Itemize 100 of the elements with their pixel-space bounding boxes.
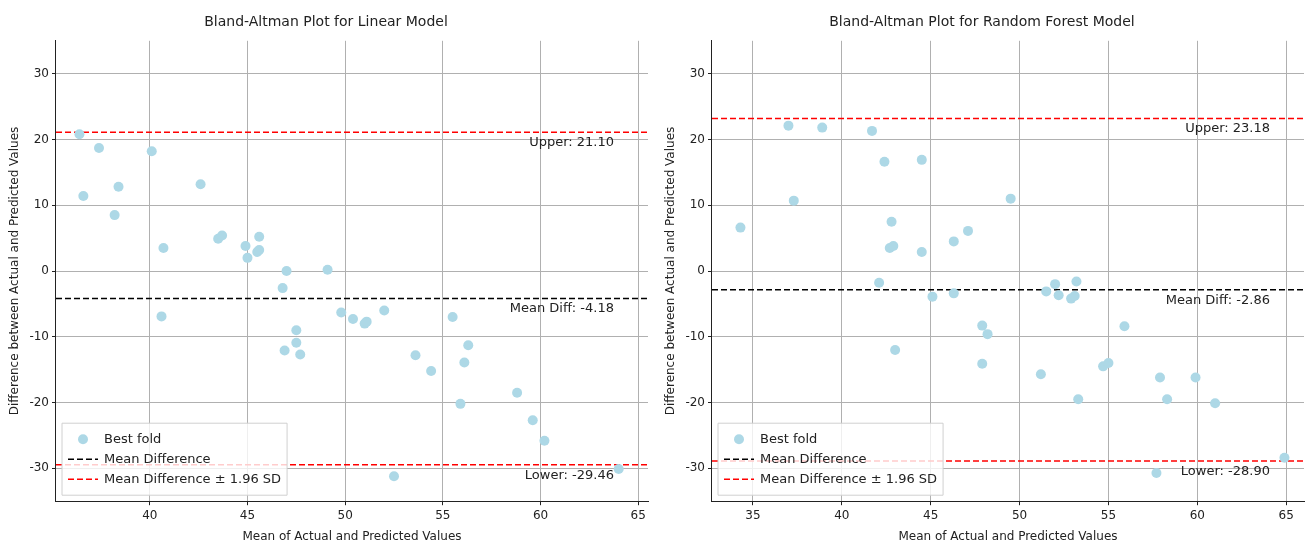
legend-label: Mean Difference ± 1.96 SD <box>760 470 938 486</box>
x-tick-label: 40 <box>142 507 158 522</box>
y-tick-label: -10 <box>685 328 705 343</box>
point <box>867 125 877 136</box>
y-tick-label: -20 <box>685 394 705 409</box>
y-tick-label: -20 <box>29 394 49 409</box>
point <box>1073 394 1084 405</box>
point <box>78 191 89 202</box>
point <box>1005 193 1016 204</box>
point <box>379 305 390 316</box>
point <box>817 122 828 133</box>
point <box>109 210 120 221</box>
point <box>156 311 167 322</box>
point <box>888 241 899 252</box>
x-tick-label: 45 <box>239 507 256 522</box>
point <box>1035 369 1046 380</box>
x-tick-label: 40 <box>834 507 850 522</box>
point <box>254 231 265 242</box>
point <box>879 156 890 167</box>
point <box>1041 286 1052 297</box>
point <box>927 291 938 302</box>
point <box>146 146 157 157</box>
point <box>447 312 458 323</box>
y-tick-label: 10 <box>689 197 705 212</box>
point <box>295 349 306 360</box>
point <box>874 277 885 288</box>
y-tick-label: 20 <box>689 131 705 146</box>
x-tick-label: 55 <box>1100 507 1117 522</box>
point <box>982 329 993 340</box>
point <box>389 471 400 482</box>
y-tick-label: 10 <box>33 197 49 212</box>
point <box>1190 372 1201 383</box>
x-tick-label: 60 <box>532 507 549 522</box>
point <box>281 266 292 276</box>
point <box>1103 358 1114 369</box>
point <box>217 230 228 241</box>
point <box>242 252 253 263</box>
y-axis-title: Difference between Actual and Predicted Values <box>663 126 678 416</box>
legend-label: Mean Difference <box>104 450 211 466</box>
point <box>977 320 988 331</box>
x-tick-label: 50 <box>1011 507 1028 522</box>
point <box>426 365 437 376</box>
point <box>916 154 927 165</box>
point <box>158 242 169 253</box>
point <box>977 358 988 369</box>
point <box>195 179 206 190</box>
x-tick-label: 50 <box>337 507 353 522</box>
annotation: Mean Diff: -2.86 <box>1165 291 1270 307</box>
point <box>322 264 333 275</box>
point <box>1151 467 1162 478</box>
point <box>886 216 897 227</box>
y-tick-label: 30 <box>33 65 49 80</box>
point <box>735 222 746 233</box>
point <box>963 225 973 236</box>
y-tick-label: 0 <box>41 263 49 278</box>
y-tick-label: -10 <box>29 328 49 343</box>
x-tick-label: 65 <box>630 507 646 522</box>
legend-label: Best fold <box>104 430 162 446</box>
point <box>1053 290 1064 301</box>
y-tick-label: 20 <box>33 131 49 146</box>
point <box>916 246 927 257</box>
point <box>1155 372 1165 383</box>
point <box>948 236 959 247</box>
point <box>410 350 421 361</box>
point <box>613 463 624 474</box>
point <box>788 195 799 206</box>
point <box>1119 321 1130 332</box>
legend-label: Mean Difference ± 1.96 SD <box>104 470 282 486</box>
annotation: Upper: 21.10 <box>529 134 614 150</box>
y-tick-label: 0 <box>697 263 705 278</box>
x-tick-label: 65 <box>1278 507 1294 522</box>
annotation: Lower: -29.46 <box>524 466 614 482</box>
y-tick-label: -30 <box>29 460 49 475</box>
point <box>240 241 251 252</box>
point <box>459 357 470 368</box>
x-tick-label: 35 <box>745 507 761 522</box>
annotation: Mean Diff: -4.18 <box>509 300 614 316</box>
point <box>539 435 550 446</box>
point <box>74 129 85 140</box>
point <box>336 307 347 318</box>
annotation: Lower: -28.90 <box>1180 462 1270 478</box>
x-tick-label: 60 <box>1189 507 1205 522</box>
chart-title: Bland-Altman Plot for Random Forest Model <box>829 13 1135 30</box>
point <box>291 337 302 348</box>
x-axis-title: Mean of Actual and Predicted Values <box>242 528 462 543</box>
point <box>512 387 523 398</box>
point <box>1071 276 1082 287</box>
point <box>948 288 959 299</box>
point <box>279 345 290 356</box>
point <box>527 415 538 426</box>
point <box>113 181 124 192</box>
y-axis-title: Difference between Actual and Predicted Values <box>7 126 22 416</box>
point <box>291 325 302 336</box>
point <box>347 314 358 325</box>
legend-label: Best fold <box>760 430 818 446</box>
legend-label: Mean Difference <box>760 450 867 466</box>
x-tick-label: 45 <box>923 507 939 522</box>
point <box>93 143 104 154</box>
point <box>1050 279 1061 290</box>
y-tick-label: -30 <box>685 460 705 475</box>
